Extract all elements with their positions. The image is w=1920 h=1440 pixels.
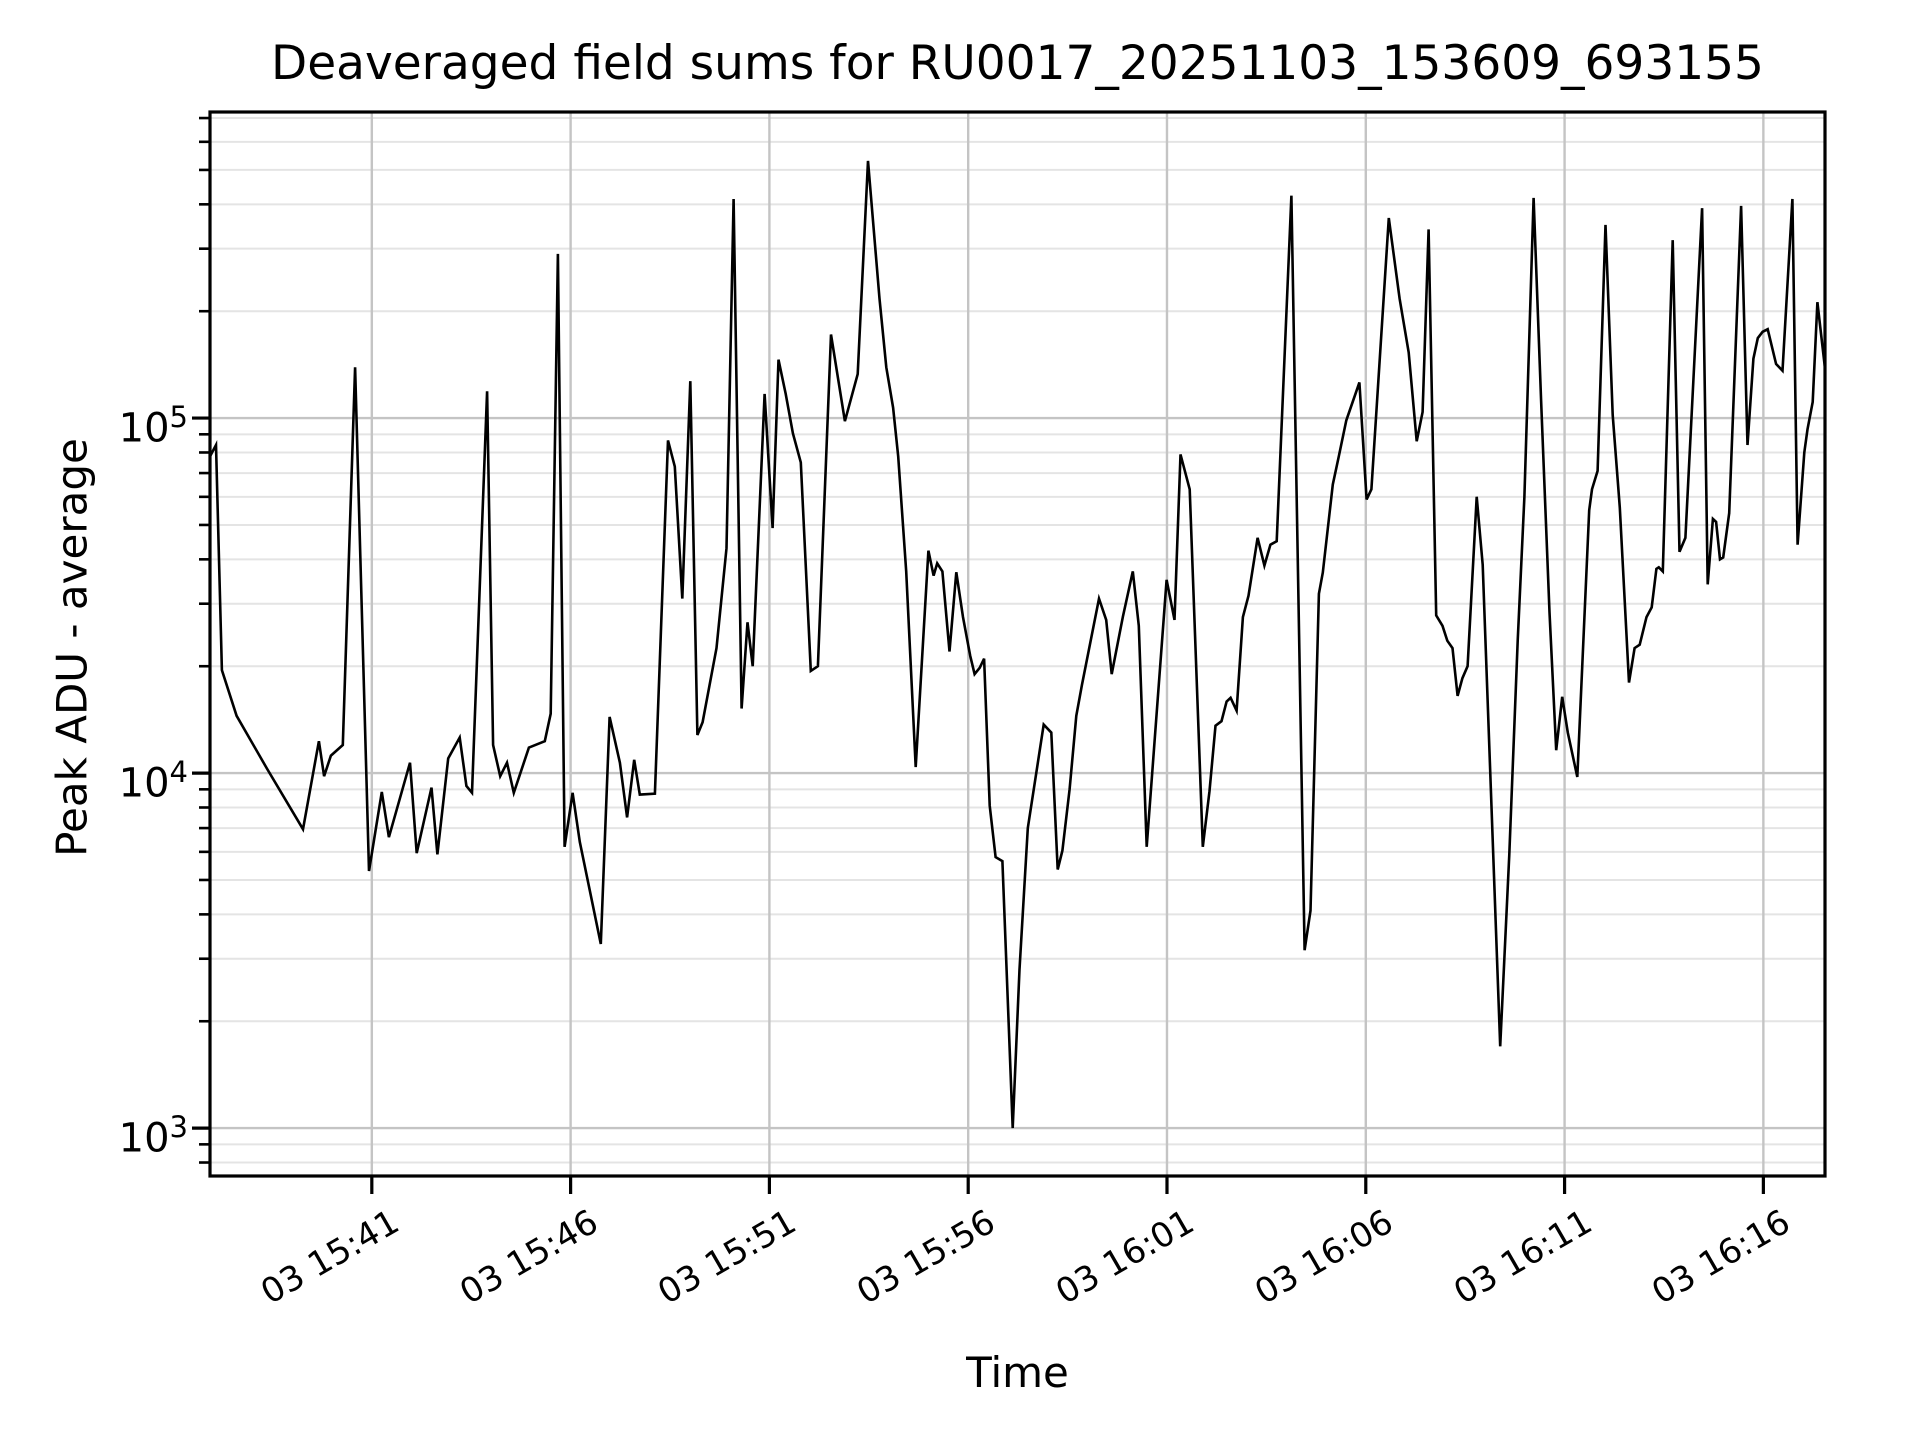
- y-tick-label: 103: [28, 1100, 188, 1165]
- y-tick-base: 10: [118, 405, 170, 452]
- y-tick-exponent: 4: [169, 755, 188, 790]
- y-tick-exponent: 3: [169, 1110, 188, 1145]
- y-tick-exponent: 5: [169, 400, 188, 435]
- axes-spines: [208, 110, 1827, 1178]
- y-tick-label: 105: [28, 390, 188, 455]
- y-tick-base: 10: [118, 760, 170, 807]
- x-axis-label: Time: [966, 1348, 1069, 1397]
- tick-marks: [192, 116, 1765, 1194]
- y-tick-label: 104: [28, 745, 188, 810]
- data-line: [210, 160, 1825, 1129]
- chart-title: Deaveraged field sums for RU0017_2025110…: [271, 36, 1764, 91]
- y-tick-base: 10: [118, 1115, 170, 1162]
